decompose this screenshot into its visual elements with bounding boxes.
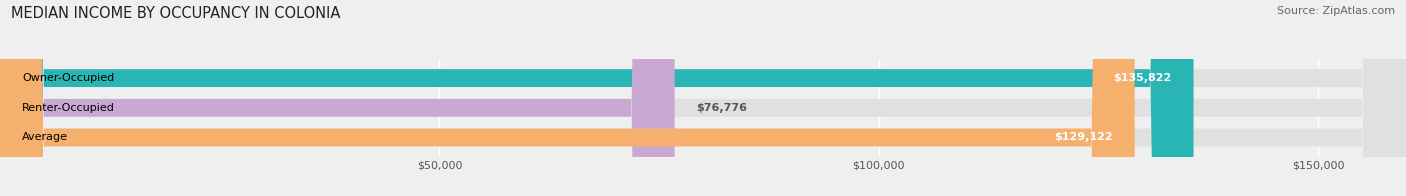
FancyBboxPatch shape bbox=[0, 0, 675, 196]
FancyBboxPatch shape bbox=[0, 0, 1135, 196]
Text: $76,776: $76,776 bbox=[696, 103, 748, 113]
Text: MEDIAN INCOME BY OCCUPANCY IN COLONIA: MEDIAN INCOME BY OCCUPANCY IN COLONIA bbox=[11, 6, 340, 21]
Text: $129,122: $129,122 bbox=[1054, 132, 1112, 142]
Text: Owner-Occupied: Owner-Occupied bbox=[22, 73, 114, 83]
Text: Average: Average bbox=[22, 132, 67, 142]
Text: $135,822: $135,822 bbox=[1114, 73, 1171, 83]
Text: Source: ZipAtlas.com: Source: ZipAtlas.com bbox=[1277, 6, 1395, 16]
Text: Renter-Occupied: Renter-Occupied bbox=[22, 103, 115, 113]
FancyBboxPatch shape bbox=[0, 0, 1194, 196]
